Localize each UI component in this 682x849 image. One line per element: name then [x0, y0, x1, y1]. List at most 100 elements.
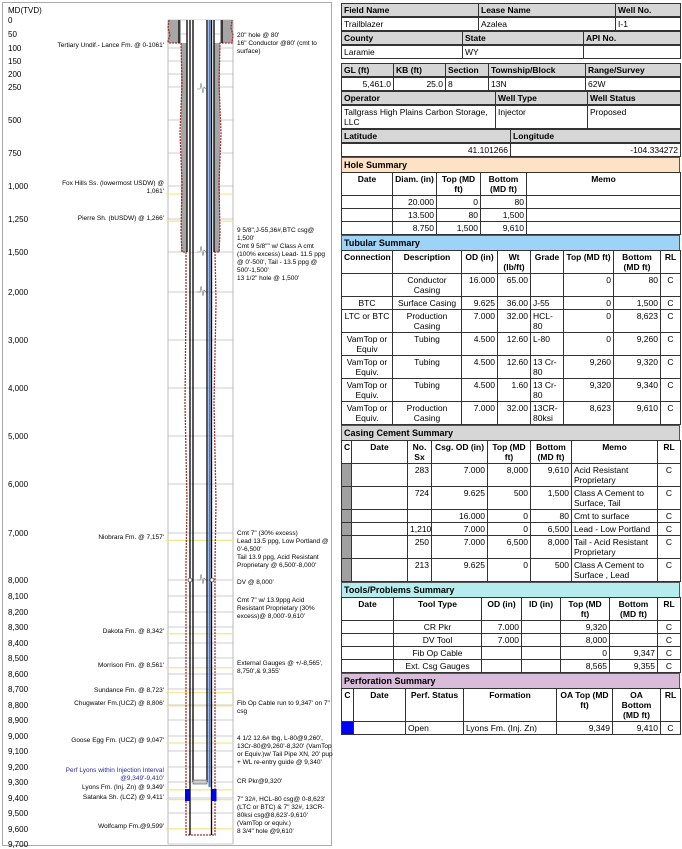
formation-label: Pierre Sh. (bUSDW) @ 1,266' — [77, 215, 164, 223]
column-header: Date — [341, 172, 393, 196]
table-header-row: Date Diam. (in) Top (MD ft) Bottom (MD ft) M… — [341, 172, 681, 196]
formation-label: Chugwater Fm.(UCZ) @ 8,806' — [74, 699, 164, 707]
table-cell: 1,500 — [436, 221, 481, 235]
table-cell: 32.00 — [497, 401, 531, 425]
table-cell: CR Pkr — [393, 620, 482, 634]
table-cell: Fib Op Cable — [393, 646, 482, 660]
table-cell: C — [660, 273, 681, 297]
table-cell — [609, 620, 658, 634]
table-cell — [351, 535, 408, 559]
depth-tick-label: 1,250 — [8, 215, 29, 224]
table-cell: J-55 — [530, 296, 564, 310]
table-cell: 500 — [530, 558, 572, 582]
table-cell: 13.500 — [392, 208, 437, 222]
table-cell: 8,565 — [560, 659, 610, 673]
column-header: Memo — [571, 440, 658, 464]
column-header: Top (MD ft) — [436, 172, 481, 196]
depth-tick-label: 9,000 — [8, 732, 29, 741]
column-header: Formation — [463, 688, 557, 722]
table-cell: 9,355 — [609, 659, 658, 673]
field-label: Longitude — [510, 129, 681, 143]
column-header: Date — [341, 597, 394, 621]
depth-tick-label: 9,300 — [8, 778, 29, 787]
perforation-summary-title: Perforation Summary — [341, 673, 680, 688]
column-header: Top (MD ft) — [563, 250, 614, 274]
location-row-table: 5,461.0 25.0 8 13N 62W — [341, 77, 681, 91]
location-row-table: Operator Well Type Well Status — [341, 91, 681, 105]
table-cell: Tail - Acid Resistant Proprietary — [571, 535, 658, 559]
table-cell — [521, 620, 561, 634]
table-row: Ext. Csg Gauges 8,565 9,355 C — [341, 659, 681, 673]
depth-tick-label: 1,500 — [8, 248, 29, 257]
table-row: 250 7.000 6,500 8,000 Tail - Acid Resistant … — [341, 535, 681, 559]
label-row: Operator Well Type Well Status — [341, 91, 681, 105]
depth-tick-label: 9,400 — [8, 794, 29, 803]
dv-tool — [209, 577, 215, 583]
table-cell: 12.60 — [497, 355, 531, 379]
table-cell: C — [660, 721, 681, 735]
table-cell: 0 — [563, 296, 614, 310]
depth-tick-label: 100 — [8, 44, 22, 53]
table-cell: 9,610 — [480, 221, 527, 235]
table-cell: 1,500 — [613, 296, 661, 310]
depth-tick-label: 8,300 — [8, 623, 29, 632]
column-header: Connection — [341, 250, 393, 274]
table-cell: 7.000 — [431, 463, 488, 487]
table-cell: 9,260 — [563, 355, 614, 379]
annotation-tubing: 4 1/2 12.6# tbg, L-80@9,260', 13Cr-80@9,… — [237, 735, 333, 766]
column-header: Grade — [530, 250, 564, 274]
table-cell: Open — [405, 721, 464, 735]
table-cell: 9.625 — [461, 296, 498, 310]
table-cell: Tubing — [392, 332, 462, 356]
column-header: RL — [660, 250, 681, 274]
location-row-table: GL (ft) KB (ft) Section Township/Block Range… — [341, 63, 681, 77]
column-header: Top (MD ft) — [560, 597, 610, 621]
column-header: OA Bottom (MD ft) — [612, 688, 661, 722]
field-label: GL (ft) — [341, 63, 394, 77]
column-header: OD (in) — [481, 597, 522, 621]
column-header: C — [341, 688, 354, 722]
field-value: I-1 — [615, 17, 681, 31]
table-cell: 0 — [436, 195, 481, 209]
annotation-fiber-cable: Fib Op Cable run to 9,347' on 7" csg — [237, 700, 330, 715]
depth-tick-label: 1,000 — [8, 182, 29, 191]
table-cell: C — [657, 486, 681, 510]
table-cell — [341, 620, 394, 634]
depth-tick-label: 8,700 — [8, 685, 29, 694]
column-header: Bottom (MD ft) — [613, 250, 661, 274]
table-cell: VamTop or Equiv. — [341, 355, 393, 379]
table-cell — [341, 221, 393, 235]
table-cell: 9,320 — [613, 355, 661, 379]
column-header: Date — [351, 440, 408, 464]
label-row: County State API No. — [341, 31, 681, 45]
formation-label: Fox Hills Ss. (lowermost USDW) @ 1,061' — [62, 180, 164, 196]
field-value: 13N — [488, 77, 586, 91]
table-header-row: C Date No. Sx Csg. OD (in) Top (MD ft) Bottom… — [341, 440, 681, 464]
column-header: Bottom (MD ft) — [609, 597, 658, 621]
field-label: Well No. — [615, 3, 681, 17]
table-cell: 8.750 — [392, 221, 437, 235]
annotation-cement-lower: Cmt 7" w/ 13.9ppg Acid Resistant Proprie… — [237, 597, 315, 620]
field-label: County — [341, 31, 463, 45]
hole-summary-title: Hole Summary — [341, 157, 680, 172]
color-swatch — [341, 486, 352, 510]
table-cell: 7.000 — [431, 522, 488, 536]
depth-tick-label: 750 — [8, 149, 22, 158]
table-cell: 7.000 — [461, 309, 498, 333]
table-cell: 9,347 — [609, 646, 658, 660]
conductor-cement — [220, 20, 233, 43]
color-swatch — [341, 558, 352, 582]
column-header: Memo — [526, 172, 681, 196]
field-value: Trailblazer — [341, 17, 479, 31]
table-cell: C — [657, 509, 681, 523]
table-cell — [481, 646, 522, 660]
table-cell: 0 — [487, 509, 531, 523]
field-label: API No. — [583, 31, 681, 45]
table-cell: 0 — [487, 522, 531, 536]
table-cell: 7.000 — [481, 633, 522, 647]
header-row-table: County State API No. — [341, 31, 681, 45]
table-row: 724 9.625 500 1,500 Class A Cement to Surfac… — [341, 486, 681, 510]
table-cell: 9,610 — [530, 463, 572, 487]
table-cell: 16.000 — [431, 509, 488, 523]
tools-problems-summary-title: Tools/Problems Summary — [341, 582, 680, 597]
